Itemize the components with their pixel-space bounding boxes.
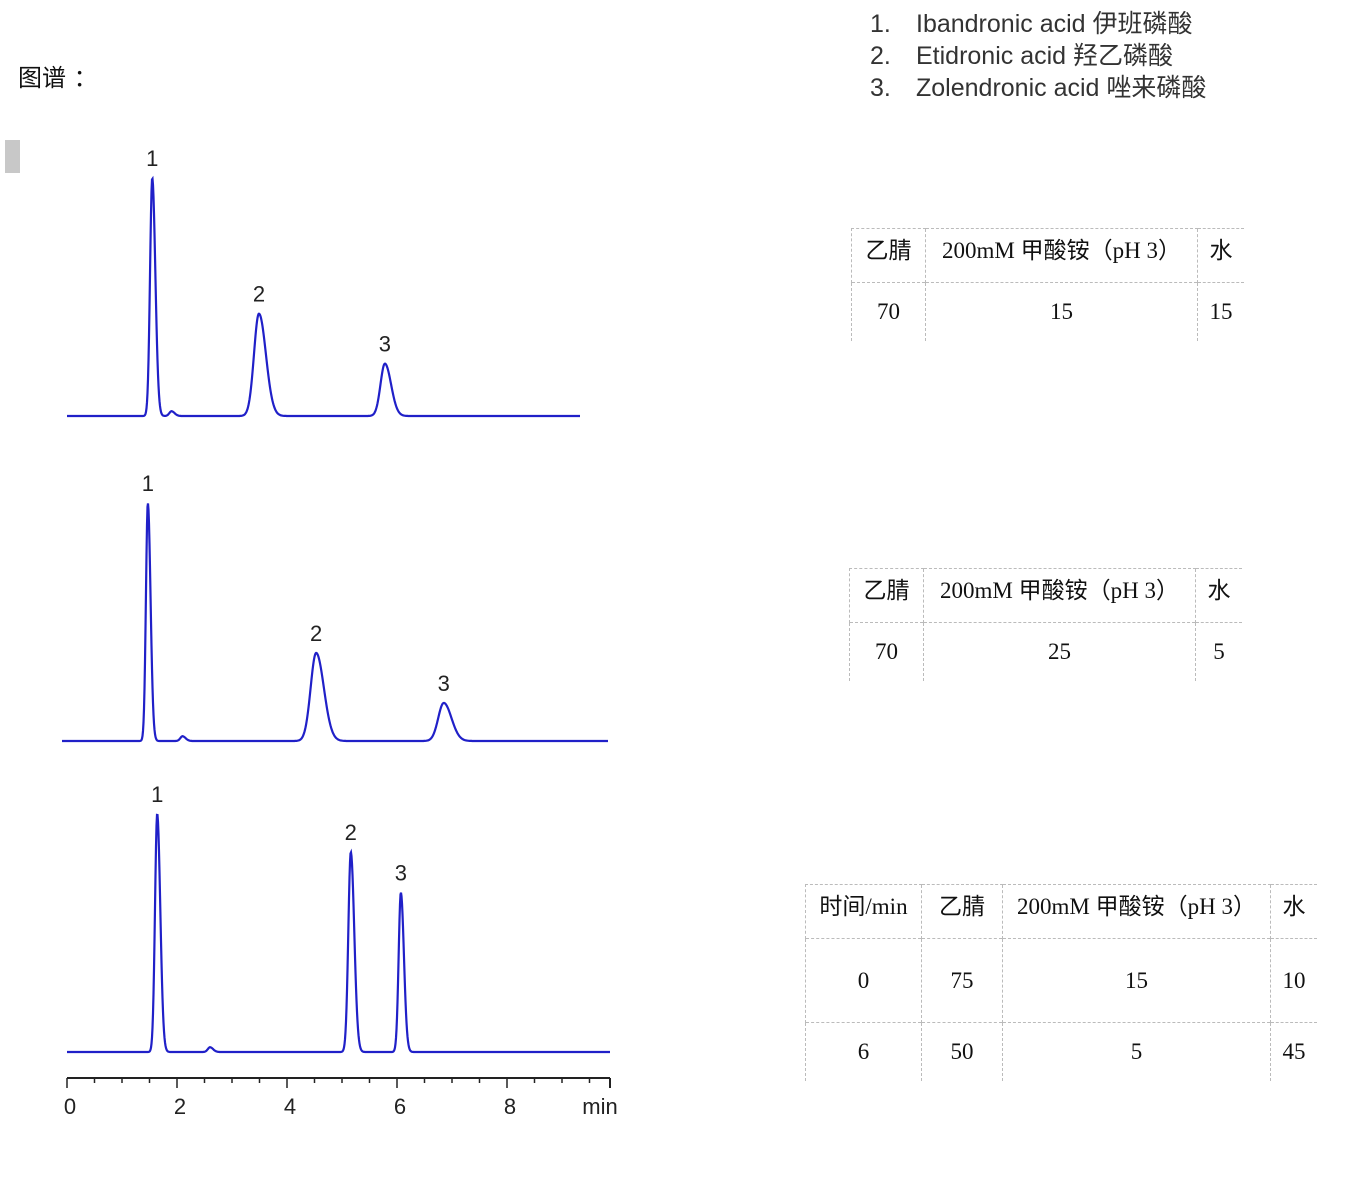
legend-item: 1. Ibandronic acid 伊班磷酸	[870, 8, 1206, 40]
table-cell: 0	[805, 938, 922, 1023]
table-cell: 75	[921, 938, 1003, 1023]
peak-label: 3	[438, 671, 450, 696]
table-cell: 5	[1195, 622, 1242, 681]
chromatogram-trace	[62, 503, 608, 743]
legend-item: 3. Zolendronic acid 唑来磷酸	[870, 72, 1206, 104]
peak-label: 1	[146, 146, 158, 171]
paragraph-marker	[5, 140, 20, 173]
table-header: 水	[1195, 568, 1242, 623]
chromatogram-trace	[67, 813, 610, 1054]
legend-name: Zolendronic acid 唑来磷酸	[916, 74, 1207, 102]
table-header: 200mM 甲酸铵（pH 3）	[1002, 884, 1271, 939]
compound-legend: 1. Ibandronic acid 伊班磷酸 2. Etidronic acid …	[870, 8, 1206, 104]
x-tick-label: 4	[284, 1094, 296, 1119]
legend-num: 3.	[870, 74, 891, 102]
table-header: 水	[1270, 884, 1317, 939]
table-cell: 15	[1002, 938, 1271, 1023]
table-header: 时间/min	[805, 884, 922, 939]
table-cell: 70	[849, 622, 924, 681]
peak-label: 2	[253, 282, 265, 307]
table-cell: 5	[1002, 1022, 1271, 1081]
table-cell: 6	[805, 1022, 922, 1081]
x-tick-label: 2	[174, 1094, 186, 1119]
legend-name: Etidronic acid 羟乙磷酸	[916, 42, 1174, 70]
table-header: 乙腈	[921, 884, 1003, 939]
table-header: 水	[1197, 228, 1244, 283]
table-header: 乙腈	[851, 228, 926, 283]
x-tick-label: 8	[504, 1094, 516, 1119]
x-axis-label: min	[582, 1094, 617, 1119]
table-cell: 50	[921, 1022, 1003, 1081]
x-tick-label: 0	[64, 1094, 76, 1119]
table-cell: 10	[1270, 938, 1317, 1023]
peak-label: 3	[379, 332, 391, 357]
chromatogram-figure: 1 2 3 1 2 3 1 2 3 0 2 4 6 8 min	[62, 146, 618, 1119]
x-tick-label: 6	[394, 1094, 406, 1119]
peak-label: 2	[345, 820, 357, 845]
chromatogram-trace	[67, 175, 580, 418]
table-cell: 45	[1270, 1022, 1317, 1081]
mobile-phase-table-1: 乙腈 200mM 甲酸铵（pH 3）水 70 15 15	[851, 228, 1244, 341]
legend-num: 1.	[870, 10, 891, 38]
peak-label: 1	[142, 471, 154, 496]
legend-name: Ibandronic acid 伊班磷酸	[916, 10, 1193, 38]
table-header: 200mM 甲酸铵（pH 3）	[923, 568, 1196, 623]
peak-label: 1	[151, 782, 163, 807]
table-header: 乙腈	[849, 568, 924, 623]
section-title: 图谱 ：	[18, 64, 98, 92]
table-cell: 15	[1197, 282, 1244, 341]
gradient-table: 时间/min 乙腈 200mM 甲酸铵（pH 3）水 0 75 15 10 6 50 5 45	[805, 884, 1317, 1081]
mobile-phase-table-2: 乙腈 200mM 甲酸铵（pH 3）水 70 25 5	[849, 568, 1242, 681]
table-cell: 25	[923, 622, 1196, 681]
peak-label: 2	[310, 621, 322, 646]
legend-item: 2. Etidronic acid 羟乙磷酸	[870, 40, 1206, 72]
table-header: 200mM 甲酸铵（pH 3）	[925, 228, 1198, 283]
table-cell: 15	[925, 282, 1198, 341]
table-cell: 70	[851, 282, 926, 341]
legend-num: 2.	[870, 42, 891, 70]
peak-label: 3	[395, 861, 407, 886]
